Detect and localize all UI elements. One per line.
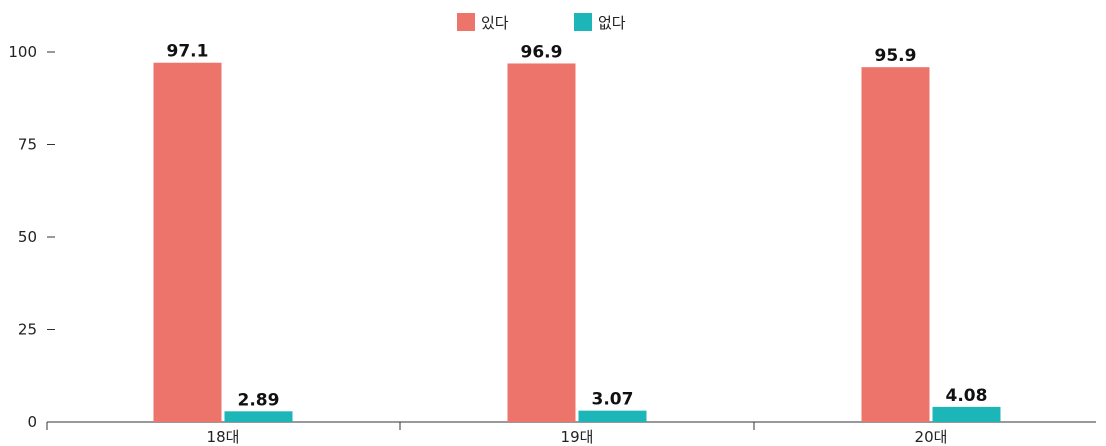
y-tick-label: 100 [8, 43, 37, 61]
x-tick-label: 19대 [561, 428, 594, 446]
y-tick-label: 50 [18, 228, 37, 246]
data-label: 3.07 [592, 390, 634, 410]
legend-swatch [457, 13, 475, 31]
x-axis: 18대 19대 20대 [46, 421, 1096, 446]
legend-label: 있다 [481, 14, 509, 32]
y-tick-label: 25 [18, 321, 37, 339]
bars [153, 62, 1001, 423]
y-axis: 0 25 50 75 100 [8, 43, 55, 431]
x-tick-label: 20대 [915, 428, 948, 446]
bar-no [932, 406, 1001, 422]
bar-yes [153, 62, 222, 422]
data-label: 2.89 [238, 390, 280, 410]
x-tick-label: 18대 [207, 428, 240, 446]
legend-label: 없다 [598, 14, 626, 32]
bar-yes [861, 67, 930, 423]
legend: 있다 없다 [457, 13, 626, 32]
bar-no [578, 410, 647, 422]
legend-swatch [574, 13, 592, 31]
data-label: 97.1 [167, 42, 209, 62]
y-tick-label: 0 [27, 413, 37, 431]
bar-yes [507, 63, 576, 422]
data-label: 95.9 [875, 46, 917, 66]
data-label: 96.9 [521, 42, 563, 62]
value-labels: 97.1 96.9 95.9 2.89 3.07 4.08 [167, 42, 988, 411]
data-label: 4.08 [946, 386, 988, 406]
bar-no [224, 411, 293, 422]
y-tick-label: 75 [18, 136, 37, 154]
